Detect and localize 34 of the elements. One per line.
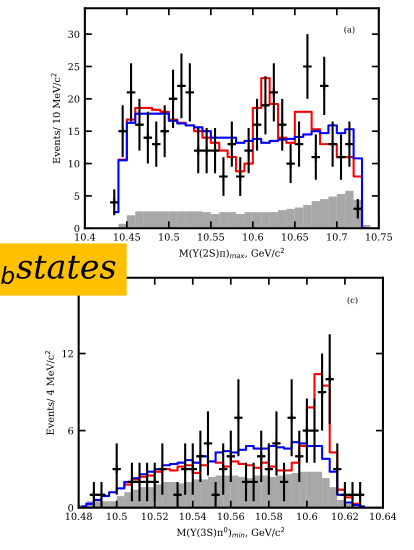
x-tick-label: 10.75 — [366, 233, 392, 241]
y-tick-label: 6 — [68, 427, 74, 434]
y-tick-label: 30 — [68, 30, 80, 38]
x-tick-label: 10.4 — [75, 233, 96, 241]
x-tick-label: 10.6 — [297, 512, 318, 520]
y-tick-label: 20 — [68, 95, 80, 103]
y-tick-label: 0 — [68, 504, 74, 512]
x-tick-label: 10.6 — [243, 233, 264, 241]
y-tick-label: 10 — [68, 160, 80, 168]
y-tick-label: 12 — [62, 350, 73, 358]
annotation: $_{b}$states — [1, 256, 116, 284]
x-tick-label: 10.58 — [256, 512, 282, 520]
x-tick-label: 10.65 — [282, 233, 308, 241]
x-axis-title: M(Υ(2S)π)$_{max}$, GeV/c$^{2}$ — [179, 248, 284, 258]
x-tick-label: 10.62 — [332, 512, 358, 520]
y-axis-title: Events/ 4 MeV/c$^{2}$ — [45, 351, 55, 435]
x-axis-title: M(Υ(3S)π$^{0}$)$_{min}$, GeV/c$^{2}$ — [176, 527, 284, 538]
x-tick-label: 10.52 — [142, 512, 168, 520]
x-tick-label: 10.5 — [159, 233, 179, 241]
x-tick-label: 10.55 — [198, 233, 224, 241]
x-tick-label: 10.7 — [327, 233, 347, 241]
x-tick-label: 10.54 — [180, 512, 206, 520]
x-tick-label: 10.48 — [66, 512, 92, 520]
y-tick-label: 5 — [74, 192, 80, 200]
annotation: (a) — [344, 26, 354, 34]
y-tick-label: 0 — [74, 224, 80, 232]
x-tick-label: 10.56 — [218, 512, 244, 520]
x-tick-label: 10.45 — [114, 233, 140, 241]
y-tick-label: 25 — [68, 62, 80, 70]
y-tick-label: 15 — [68, 128, 80, 136]
x-tick-label: 10.5 — [107, 512, 127, 520]
x-tick-label: 10.64 — [370, 512, 396, 520]
y-axis-title: Events/ 10 MeV/c$^{2}$ — [51, 73, 61, 164]
annotation: (c) — [348, 296, 358, 304]
